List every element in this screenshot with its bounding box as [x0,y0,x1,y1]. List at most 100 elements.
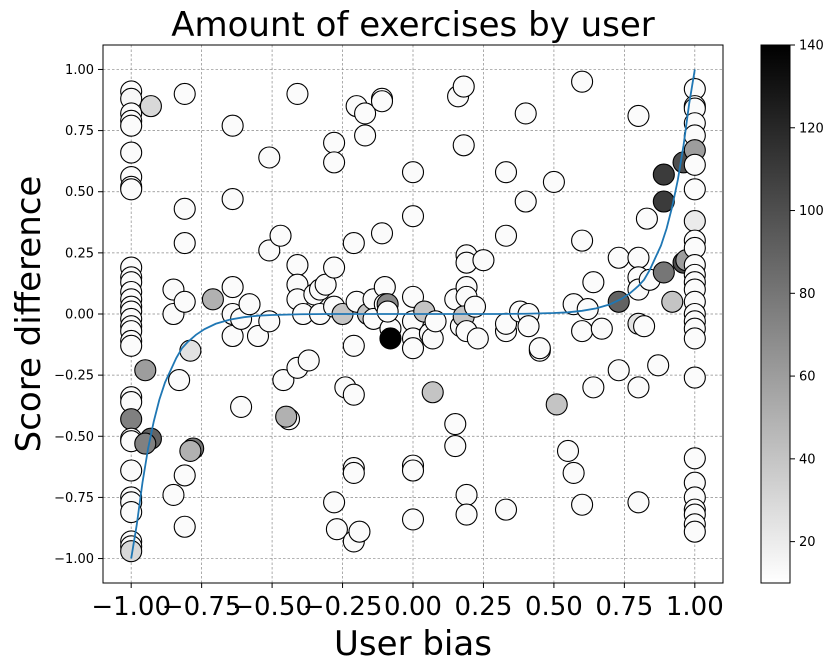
data-point [455,503,478,526]
data-point [528,337,551,360]
data-point [514,190,537,213]
data-point [120,334,143,357]
y-axis-ticks: −1.00 −0.75 −0.50 −0.25 0.00 0.25 0.50 0.75 1.00 [54,63,103,567]
data-point [120,459,143,482]
data-point [452,75,475,98]
data-point [472,249,495,272]
data-point [444,435,467,458]
data-point [517,315,540,338]
data-point [683,178,706,201]
colorbar-tick-label: 20 [799,535,816,550]
data-point [168,368,191,392]
data-point [582,271,605,294]
data-point [342,232,365,255]
data-point [647,354,670,377]
data-point [286,82,309,105]
data-point [162,483,185,507]
data-point [652,261,675,284]
data-point [444,412,467,436]
data-point [275,405,298,428]
data-point [401,285,425,308]
data-point [652,190,675,213]
y-tick-label: 0.00 [65,308,94,323]
data-point [607,246,630,269]
y-tick-label: −1.00 [54,552,94,567]
y-tick-label: −0.25 [54,369,94,384]
data-point [120,141,143,164]
data-point [401,161,425,184]
data-point [627,491,650,514]
data-point [683,366,706,389]
data-point [633,315,656,338]
colorbar-tick-label: 80 [799,287,816,302]
data-point [258,146,281,169]
data-point [354,102,377,125]
data-point [325,518,348,541]
data-point [424,310,447,333]
data-point [683,520,706,543]
data-point [201,288,224,311]
data-point [652,163,675,186]
x-tick-label: −0.50 [232,592,312,622]
data-point [590,317,613,340]
data-point [173,515,196,538]
data-point [173,232,196,255]
x-tick-label: −1.00 [91,592,171,622]
data-point [494,498,518,521]
data-point [342,383,365,406]
data-point [230,395,253,418]
data-point [221,188,244,211]
data-point [120,540,143,563]
data-point [179,439,202,462]
data-point [370,222,394,245]
data-point [348,520,371,543]
x-tick-label: 0.50 [525,592,583,622]
data-point [421,381,444,404]
x-tick-label: 0.00 [384,592,442,622]
data-point [571,320,594,343]
y-tick-label: 1.00 [65,63,94,78]
data-point [379,327,402,350]
data-point [173,464,196,487]
data-point [545,393,568,416]
data-point [323,491,346,514]
data-point [562,461,585,485]
data-point [401,337,425,360]
data-point [401,205,425,228]
data-point [173,197,196,220]
data-point [120,178,143,201]
x-tick-label: 1.00 [666,592,724,622]
data-points [120,70,706,563]
x-tick-label: 0.75 [595,592,653,622]
x-tick-label: −0.75 [162,592,242,622]
x-axis-label: User bias [334,624,492,664]
data-point [134,432,157,455]
data-point [466,327,489,350]
data-point [221,114,244,137]
data-point [173,290,196,313]
data-point [376,300,399,323]
data-point [370,90,394,113]
y-tick-label: 0.75 [65,124,94,139]
data-point [342,461,365,485]
data-point [258,239,281,262]
data-point [582,376,605,399]
colorbar-tick-label: 100 [799,204,824,219]
data-point [139,95,162,118]
data-point [269,224,292,247]
colorbar-tick-label: 140 [799,39,824,54]
data-point [401,459,425,482]
x-tick-label: −0.25 [303,592,383,622]
y-tick-label: 0.50 [65,185,94,200]
data-point [494,224,518,247]
data-point [323,256,346,279]
data-point [452,134,475,157]
colorbar [760,44,791,584]
data-point [246,324,270,348]
data-point [463,295,487,318]
data-point [323,131,346,154]
data-point [286,254,309,277]
data-point [272,368,295,392]
data-point [683,153,706,176]
x-axis-ticks: −1.00−0.75−0.50−0.25 0.00 0.25 0.50 0.75 1.00 [91,583,724,622]
